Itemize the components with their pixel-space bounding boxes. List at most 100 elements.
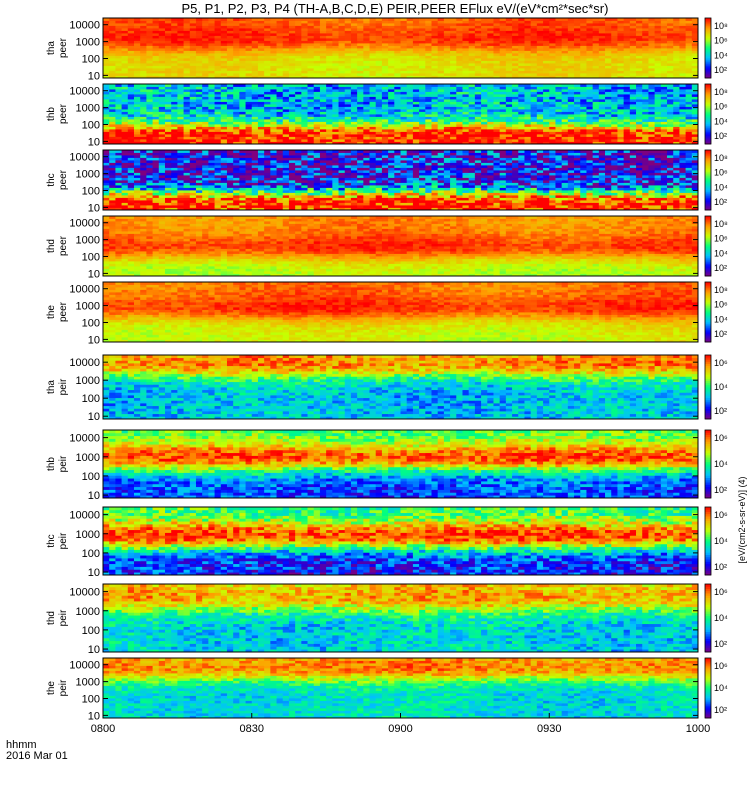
spectrogram-cell [543, 114, 550, 117]
spectrogram-cell [388, 121, 395, 125]
spectrogram-cell [208, 136, 215, 140]
spectrogram-cell [586, 23, 594, 26]
spectrogram-cell [642, 28, 649, 31]
spectrogram-cell [679, 58, 687, 61]
spectrogram-cell [493, 114, 501, 117]
spectrogram-cell [270, 106, 277, 110]
spectrogram-cell [679, 101, 687, 105]
spectrogram-cell [648, 50, 656, 54]
spectrogram-cell [295, 65, 302, 69]
spectrogram-cell [226, 20, 234, 24]
spectrogram-cell [667, 136, 674, 140]
spectrogram-cell [487, 48, 494, 51]
spectrogram-cell [456, 18, 463, 21]
colorbar-segment [705, 142, 711, 145]
spectrogram-cell [245, 35, 253, 39]
spectrogram-cell [164, 75, 172, 79]
spectrogram-cell [462, 101, 470, 105]
spectrogram-cell [326, 70, 333, 74]
spectrogram-cell [536, 33, 544, 36]
spectrogram-cell [406, 99, 414, 102]
spectrogram-cell [164, 50, 172, 54]
spectrogram-cell [642, 48, 649, 51]
spectrogram-cell [357, 94, 364, 97]
spectrogram-cell [189, 207, 197, 211]
spectrogram-cell [493, 131, 501, 135]
spectrogram-cell [295, 20, 302, 24]
spectrogram-cell [208, 75, 215, 79]
spectrogram-cell [468, 38, 476, 41]
spectrogram-cell [667, 35, 674, 39]
spectrogram-cell [220, 109, 228, 112]
spectrogram-cell [189, 53, 197, 56]
spectrogram-cell [487, 202, 494, 206]
spectrogram-cell [220, 23, 228, 26]
spectrogram-cell [530, 94, 538, 97]
spectrogram-cell [636, 23, 643, 26]
spectrogram-cell [580, 53, 587, 56]
spectrogram-cell [431, 38, 439, 41]
colorbar-tick-label: 10⁶ [714, 36, 728, 46]
spectrogram-cell [171, 53, 178, 56]
spectrogram-cell [493, 89, 501, 92]
spectrogram-cell [115, 45, 122, 49]
spectrogram-cell [177, 104, 184, 107]
spectrogram-cell [369, 89, 377, 92]
spectrogram-cell [245, 106, 253, 110]
spectrogram-cell [437, 75, 445, 79]
spectrogram-cell [567, 111, 575, 115]
spectrogram-cell [431, 53, 439, 56]
spectrogram-cell [431, 65, 439, 69]
spectrogram-cell [574, 116, 581, 120]
spectrogram-cell [586, 124, 594, 127]
spectrogram-cell [629, 68, 637, 71]
spectrogram-cell [512, 18, 519, 21]
spectrogram-cell [474, 124, 482, 127]
spectrogram-cell [375, 109, 383, 112]
spectrogram-cell [350, 84, 358, 87]
spectrogram-cell [555, 124, 563, 127]
spectrogram-cell [425, 126, 432, 130]
spectrogram-cell [257, 94, 265, 97]
spectrogram-cell [561, 91, 569, 95]
spectrogram-cell [412, 124, 420, 127]
spectrogram-cell [226, 202, 234, 206]
spectrogram-cell [251, 28, 259, 31]
colorbar-segment [705, 36, 711, 39]
spectrogram-cell [617, 109, 625, 112]
spectrogram-cell [636, 73, 643, 76]
spectrogram-cell [518, 20, 525, 24]
spectrogram-cell [257, 111, 265, 115]
spectrogram-cell [493, 70, 501, 74]
spectrogram-cell [257, 207, 265, 211]
spectrogram-cell [164, 18, 172, 21]
spectrogram-cell [462, 68, 470, 71]
spectrogram-cell [691, 86, 699, 90]
spectrogram-cell [673, 131, 680, 135]
spectrogram-cell [549, 20, 556, 24]
spectrogram-cell [140, 75, 147, 79]
spectrogram-cell [549, 43, 556, 46]
spectrogram-cell [536, 30, 544, 34]
spectrogram-cell [202, 126, 209, 130]
spectrogram-cell [592, 89, 600, 92]
spectrogram-cell [226, 63, 234, 66]
spectrogram-cell [530, 207, 538, 211]
spectrogram-cell [425, 119, 432, 122]
spectrogram-cell [350, 63, 358, 66]
spectrogram-cell [177, 40, 184, 44]
spectrogram-cell [530, 106, 538, 110]
spectrogram-cell [524, 104, 532, 107]
spectrogram-cell [189, 139, 197, 142]
spectrogram-cell [239, 91, 246, 95]
spectrogram-cell [295, 119, 302, 122]
spectrogram-cell [598, 55, 606, 59]
spectrogram-cell [152, 18, 160, 21]
spectrogram-cell [574, 141, 581, 145]
spectrogram-cell [313, 96, 321, 100]
spectrogram-cell [338, 136, 346, 140]
spectrogram-cell [220, 33, 228, 36]
spectrogram-cell [103, 126, 110, 130]
spectrogram-cell [654, 28, 662, 31]
spectrogram-cell [412, 33, 420, 36]
